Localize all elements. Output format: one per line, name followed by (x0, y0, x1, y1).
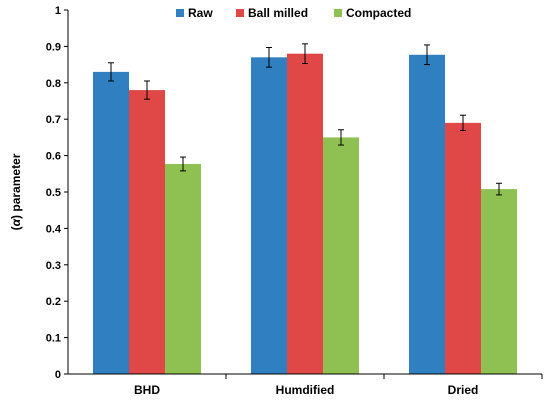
bars (93, 53, 517, 375)
axes (67, 10, 542, 375)
y-tick-label: 1 (55, 5, 61, 17)
y-tick-label: 0.6 (46, 151, 61, 163)
bar (129, 90, 165, 374)
legend-swatch (334, 9, 342, 17)
legend-label: Ball milled (248, 6, 308, 20)
y-tick-label: 0.5 (46, 187, 61, 199)
legend-label: Raw (188, 6, 213, 20)
y-tick-label: 0.2 (46, 296, 61, 308)
bar (251, 57, 287, 374)
legend-label: Compacted (346, 6, 411, 20)
bar (445, 122, 481, 374)
bar (323, 137, 359, 374)
y-tick-label: 0.1 (46, 333, 61, 345)
bar (93, 71, 129, 374)
y-tick-label: 0.4 (46, 223, 62, 235)
legend: Raw Ball milled Compacted (176, 6, 411, 20)
y-tick-label: 0.8 (46, 78, 61, 90)
y-tick-label: 0.7 (46, 114, 61, 126)
x-tick-label: Dried (448, 383, 479, 397)
y-tick-label: 0.3 (46, 260, 61, 272)
legend-swatch (176, 9, 184, 17)
y-axis-ticks: 0 0.1 0.2 0.3 0.4 0.5 0.6 0.7 0.8 0.9 1 (46, 5, 68, 381)
y-tick-label: 0 (55, 369, 61, 381)
bar (481, 189, 517, 374)
legend-swatch (236, 9, 244, 17)
bar (409, 54, 445, 374)
x-tick-label: BHD (134, 383, 160, 397)
x-tick-label: Humdified (276, 383, 335, 397)
y-axis-label: (α) parameter (9, 153, 23, 230)
error-bars (108, 43, 502, 196)
x-axis-labels: BHD Humdified Dried (134, 374, 543, 397)
y-tick-label: 0.9 (46, 41, 61, 53)
bar (165, 163, 201, 374)
bar (287, 53, 323, 375)
